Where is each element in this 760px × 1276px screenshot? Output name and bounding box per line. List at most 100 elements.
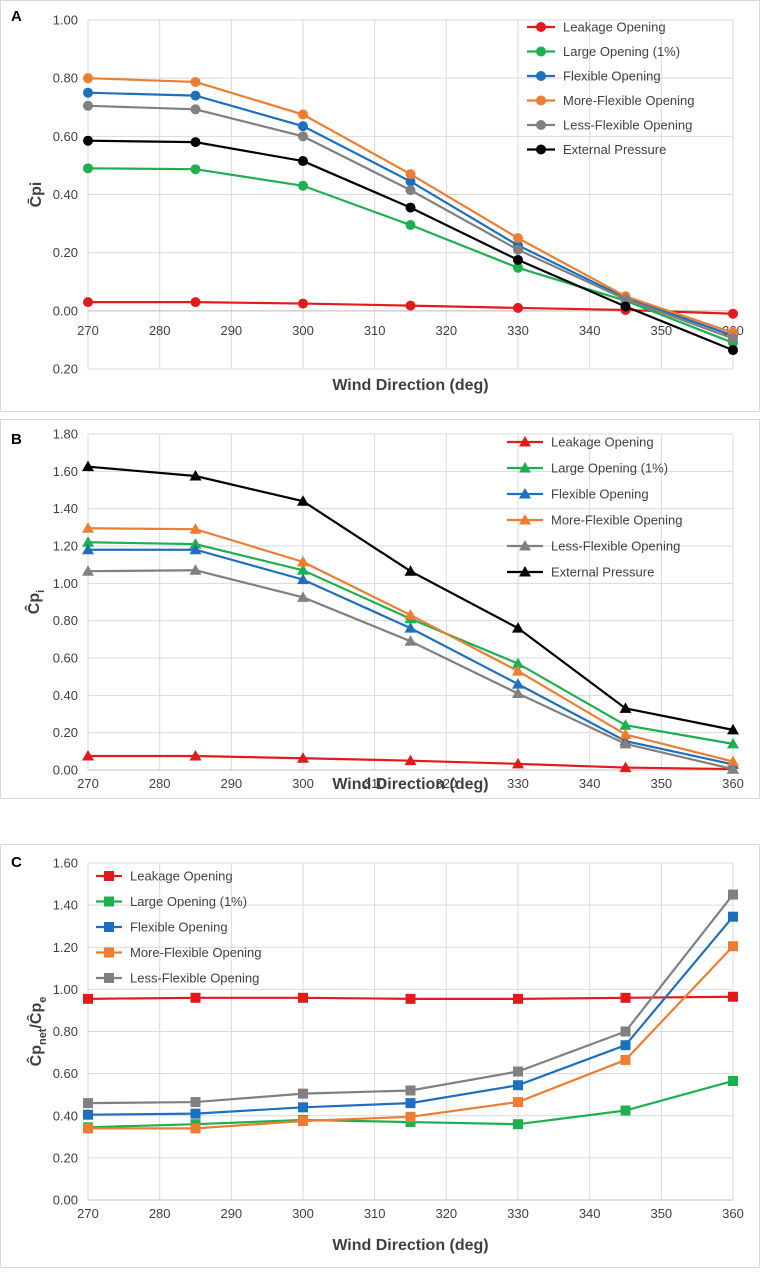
data-point bbox=[619, 761, 632, 773]
data-point bbox=[620, 1054, 631, 1065]
data-point bbox=[512, 757, 524, 769]
y-tick-label: 0.00 bbox=[53, 303, 78, 318]
x-tick-label: 290 bbox=[220, 323, 242, 338]
data-point bbox=[405, 185, 416, 196]
data-point bbox=[82, 536, 94, 547]
legend: Leakage Opening Large Opening (1%) Flexibl… bbox=[96, 869, 262, 986]
legend: Leakage Opening Large Opening (1%) Flexibl… bbox=[507, 435, 683, 580]
y-tick-label: 0.40 bbox=[53, 688, 78, 703]
data-point bbox=[620, 301, 631, 312]
data-point bbox=[83, 297, 93, 308]
legend-label: Flexible Opening bbox=[551, 487, 649, 502]
chart-c: 0.00 0.20 0.40 0.60 0.80 1.00 1.20 1.40 1.60 270 2… bbox=[11, 854, 744, 1254]
data-point bbox=[728, 941, 738, 952]
data-point bbox=[82, 565, 94, 576]
series-less-flexible-opening bbox=[82, 564, 739, 774]
data-point bbox=[513, 262, 523, 273]
x-tick-label: 330 bbox=[507, 323, 529, 338]
legend-marker bbox=[104, 871, 114, 881]
data-point bbox=[83, 87, 93, 98]
legend-marker bbox=[536, 46, 546, 57]
x-tick-label: 290 bbox=[220, 776, 242, 791]
x-tick-label: 340 bbox=[579, 776, 601, 791]
y-tick-label: 0.60 bbox=[53, 651, 78, 666]
x-tick-label: 350 bbox=[650, 323, 672, 338]
data-point bbox=[298, 121, 308, 132]
data-point bbox=[405, 176, 416, 187]
y-axis-label-sub: i bbox=[35, 590, 47, 593]
y-tick-label: 1.40 bbox=[53, 501, 78, 516]
data-point bbox=[727, 763, 739, 774]
legend-label: External Pressure bbox=[563, 142, 666, 157]
data-point bbox=[513, 1080, 523, 1091]
y-tick-label: 0.80 bbox=[53, 71, 78, 86]
legend-marker bbox=[536, 120, 546, 130]
legend-label: More-Flexible Opening bbox=[551, 513, 683, 528]
legend-label: More-Flexible Opening bbox=[563, 93, 695, 108]
y-tick-label: 1.00 bbox=[53, 13, 78, 28]
y-tick-label: 0.40 bbox=[53, 187, 78, 202]
x-tick-label: 310 bbox=[364, 776, 386, 791]
y-tick-label: 0.00 bbox=[53, 763, 78, 778]
data-point bbox=[404, 635, 417, 646]
y-tick-label: 0.80 bbox=[53, 1024, 78, 1039]
data-point bbox=[190, 992, 201, 1003]
legend-marker bbox=[519, 566, 531, 577]
data-point bbox=[513, 1119, 523, 1130]
data-point bbox=[190, 297, 201, 308]
data-point bbox=[620, 1105, 631, 1116]
data-point bbox=[404, 754, 417, 766]
data-point bbox=[728, 991, 738, 1002]
x-tick-label: 280 bbox=[149, 1206, 171, 1221]
y-tick-label: 0.00 bbox=[53, 1193, 78, 1208]
y-axis-label-main: Ĉp bbox=[24, 593, 43, 615]
data-point bbox=[513, 233, 523, 244]
data-point bbox=[404, 622, 417, 633]
chart-panel-c: 0.00 0.20 0.40 0.60 0.80 1.00 1.20 1.40 1.60 270 2… bbox=[0, 844, 760, 1268]
legend: Leakage Opening Large Opening (1%) Flexibl… bbox=[527, 20, 695, 157]
x-tick-label: 270 bbox=[77, 1206, 99, 1221]
legend-marker bbox=[536, 71, 546, 81]
legend-label: Less-Flexible Opening bbox=[551, 539, 680, 554]
legend-label: External Pressure bbox=[551, 565, 654, 580]
data-point bbox=[728, 911, 738, 922]
data-point bbox=[83, 73, 93, 84]
panel-label: C bbox=[11, 854, 22, 871]
series-less-flexible-opening bbox=[83, 100, 738, 344]
data-point bbox=[405, 993, 416, 1004]
data-point bbox=[190, 90, 201, 101]
y-axis-label-sub: net bbox=[37, 1028, 49, 1045]
data-point bbox=[297, 573, 309, 585]
y-tick-label: 1.80 bbox=[53, 427, 78, 442]
y-axis-label-main: C̄pi bbox=[26, 182, 45, 208]
series-leakage-opening bbox=[82, 750, 739, 774]
x-tick-label: 280 bbox=[149, 323, 171, 338]
data-point bbox=[513, 254, 523, 265]
data-point bbox=[190, 1108, 201, 1119]
series-more-flexible-opening bbox=[83, 941, 738, 1134]
data-point bbox=[189, 523, 202, 534]
legend-label: More-Flexible Opening bbox=[130, 945, 262, 960]
data-point bbox=[190, 137, 201, 148]
data-point bbox=[513, 1066, 523, 1077]
data-point bbox=[619, 719, 632, 730]
legend-marker bbox=[519, 540, 531, 551]
data-point bbox=[297, 564, 309, 575]
data-point bbox=[83, 135, 93, 146]
x-tick-label: 330 bbox=[507, 1206, 529, 1221]
legend-label: Less-Flexible Opening bbox=[130, 971, 259, 986]
data-point bbox=[82, 460, 94, 472]
y-tick-label: 1.40 bbox=[53, 898, 78, 913]
series-line bbox=[87, 569, 734, 771]
data-point bbox=[728, 308, 738, 319]
legend-label: Less-Flexible Opening bbox=[563, 118, 692, 133]
y-tick-label: 1.00 bbox=[53, 982, 78, 997]
data-point bbox=[83, 993, 93, 1004]
y-tick-label: 0.20 bbox=[53, 362, 78, 377]
data-point bbox=[405, 169, 416, 180]
data-point bbox=[513, 302, 523, 313]
data-point bbox=[190, 76, 201, 87]
series-more-flexible-opening bbox=[82, 522, 739, 767]
data-point bbox=[404, 565, 417, 576]
x-tick-label: 350 bbox=[650, 776, 672, 791]
